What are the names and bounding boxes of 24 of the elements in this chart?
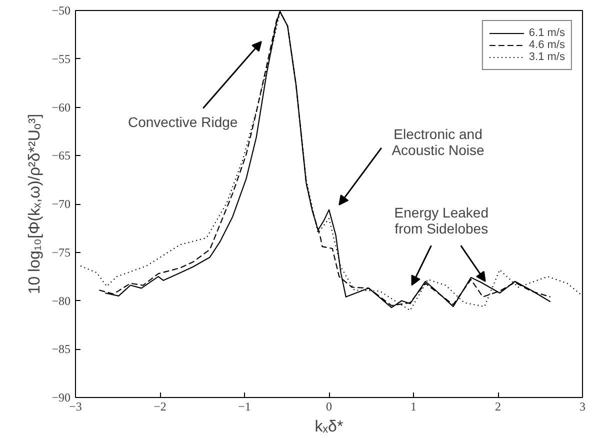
y-tick-label: −60: [52, 100, 71, 114]
y-tick-label: −70: [52, 197, 71, 211]
annotation: Electronic and Acoustic Noise: [392, 126, 485, 158]
y-tick-label: −85: [52, 342, 71, 356]
x-axis-title: kₓδ*: [314, 418, 344, 436]
y-tick-label: −55: [52, 52, 71, 66]
x-tick-label: 0: [326, 400, 332, 414]
legend-label: 6.1 m/s: [528, 27, 565, 39]
x-tick-label: 2: [495, 400, 501, 414]
y-axis-title: 10 log₁₀[Φ(kₓ,ω)/ρ²δ*²Uₒ³]: [26, 114, 44, 294]
legend-label: 4.6 m/s: [528, 39, 565, 51]
y-tick-label: −50: [52, 4, 71, 18]
x-tick-label: −1: [238, 400, 251, 414]
x-tick-label: −3: [69, 400, 82, 414]
x-tick-label: 3: [580, 400, 586, 414]
annotation: Energy Leaked from Sidelobes: [394, 204, 488, 236]
y-tick-label: −65: [52, 148, 71, 163]
legend-label: 3.1 m/s: [528, 51, 565, 63]
x-tick-label: 1: [410, 400, 416, 414]
y-tick-label: −90: [52, 390, 71, 404]
x-tick-label: −2: [154, 400, 166, 414]
y-tick-label: −80: [52, 294, 71, 308]
annotation: Convective Ridge: [128, 114, 238, 130]
y-tick-label: −75: [52, 245, 71, 260]
